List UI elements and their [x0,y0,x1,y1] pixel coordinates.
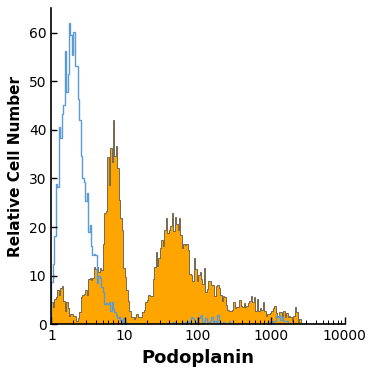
Y-axis label: Relative Cell Number: Relative Cell Number [8,76,23,257]
X-axis label: Podoplanin: Podoplanin [141,349,255,367]
